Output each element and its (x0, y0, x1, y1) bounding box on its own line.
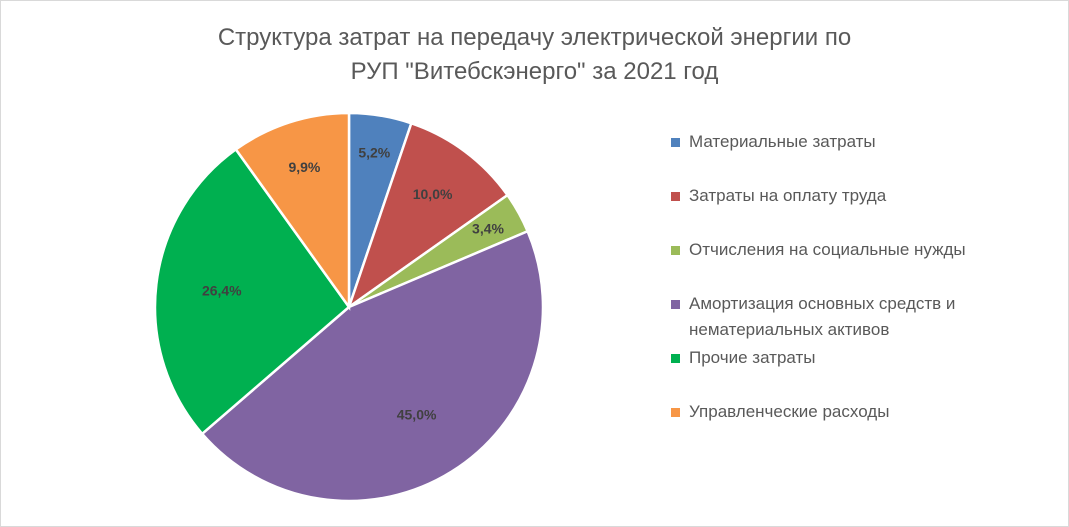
legend-label: Амортизация основных средств и нематериал… (689, 294, 956, 339)
chart-title-line-2: РУП "Витебскэнерго" за 2021 год (350, 58, 719, 85)
pie-slice-2 (346, 121, 510, 311)
legend-swatch (671, 408, 680, 417)
legend-label: Отчисления на социальные нужды (689, 240, 966, 259)
legend-label: Материальные затраты (689, 132, 876, 151)
data-label-4: 45,0% (397, 406, 437, 422)
chart-title-line-1: Структура затрат на передачу электрическ… (217, 24, 852, 51)
legend-swatch (671, 138, 680, 147)
pie-slice-5 (153, 147, 351, 436)
data-label-5: 26,4% (202, 283, 242, 299)
legend-label: Управленческие расходы (689, 402, 890, 421)
legend-swatch (671, 192, 680, 201)
data-label-6: 9,9% (288, 159, 320, 175)
data-label-2: 10,0% (413, 186, 453, 202)
legend-swatch (671, 300, 680, 309)
legend-swatch (671, 246, 680, 255)
legend-swatch (671, 354, 680, 363)
legend-label: Затраты на оплату труда (689, 186, 887, 205)
chart-title: Структура затрат на передачу электрическ… (1, 21, 1068, 89)
pie-slice-6 (234, 111, 351, 311)
pie-slice-4 (200, 229, 545, 503)
data-label-1: 5,2% (358, 145, 390, 161)
legend-label: Прочие затраты (689, 348, 816, 367)
pie-slices (153, 111, 545, 503)
data-label-3: 3,4% (472, 220, 504, 236)
pie-data-labels: 5,2% 10,0% 3,4% 45,0% 26,4% 9,9% (202, 145, 505, 423)
